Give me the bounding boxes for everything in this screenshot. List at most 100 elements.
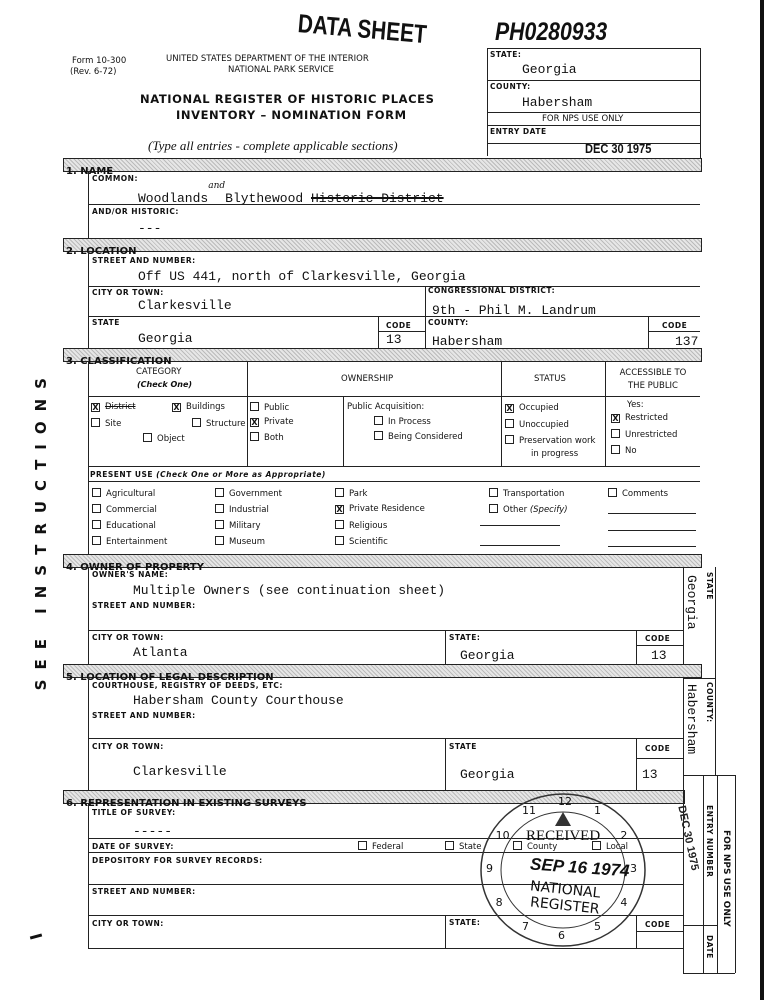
- state-code-value: 13: [386, 332, 402, 347]
- checkbox-park[interactable]: Park: [335, 488, 367, 499]
- checkbox-box[interactable]: [489, 488, 498, 497]
- checkbox-box[interactable]: [505, 419, 514, 428]
- checkbox-unoccupied[interactable]: Unoccupied: [505, 419, 569, 430]
- see-instructions: SEE INSTRUCTIONS: [32, 368, 50, 691]
- checkbox-box[interactable]: X: [611, 414, 620, 423]
- present-use-label: PRESENT USE (Check One or More as Approp…: [90, 470, 326, 479]
- owner-code-label: CODE: [645, 634, 671, 643]
- checkbox-other[interactable]: Other (Specify): [489, 504, 568, 515]
- form-revision: (Rev. 6-72): [70, 67, 117, 77]
- checkbox-box[interactable]: [335, 520, 344, 529]
- checkbox-box[interactable]: [250, 432, 259, 441]
- legal-city-label: CITY OR TOWN:: [92, 742, 164, 751]
- checkbox-box[interactable]: [143, 433, 152, 442]
- reference-number: PH0280933: [495, 18, 608, 46]
- checkbox-district[interactable]: X District: [91, 402, 136, 412]
- legal-state-label: STATE: [449, 742, 477, 751]
- checkbox-box[interactable]: [513, 841, 522, 850]
- checkbox-preservation-work[interactable]: Preservation work: [505, 435, 595, 446]
- dial-number: 11: [522, 803, 536, 817]
- checkbox-box[interactable]: [192, 418, 201, 427]
- checkbox-entertainment[interactable]: Entertainment: [92, 536, 167, 547]
- survey-date-label: DATE OF SURVEY:: [92, 842, 174, 851]
- checkbox-industrial[interactable]: Industrial: [215, 504, 269, 515]
- county-value: Habersham: [432, 334, 503, 349]
- common-label: COMMON:: [92, 174, 138, 183]
- checkbox-structure[interactable]: Structure: [192, 418, 246, 429]
- checkbox-federal[interactable]: Federal: [358, 841, 403, 852]
- county-code-label: CODE: [662, 321, 688, 330]
- checkbox-box[interactable]: [92, 488, 101, 497]
- checkbox-box[interactable]: [358, 841, 367, 850]
- checkbox-comments[interactable]: Comments: [608, 488, 668, 499]
- checkbox-box[interactable]: [489, 504, 498, 513]
- depository-label: DEPOSITORY FOR SURVEY RECORDS:: [92, 856, 263, 865]
- checkbox-box[interactable]: [91, 418, 100, 427]
- checkbox-educational[interactable]: Educational: [92, 520, 156, 531]
- checkbox-box[interactable]: [611, 445, 620, 454]
- checkbox-state[interactable]: State: [445, 841, 482, 852]
- checkbox-box[interactable]: [92, 504, 101, 513]
- checkbox-box[interactable]: [215, 488, 224, 497]
- checkbox-scientific[interactable]: Scientific: [335, 536, 388, 547]
- checkbox-box[interactable]: [335, 488, 344, 497]
- checkbox-box[interactable]: [250, 402, 259, 411]
- checkbox-box[interactable]: X: [250, 418, 259, 427]
- checkbox-box[interactable]: [215, 504, 224, 513]
- checkbox-private-residence[interactable]: X Private Residence: [335, 504, 425, 514]
- checkbox-no[interactable]: No: [611, 445, 637, 456]
- checkbox-box[interactable]: [592, 841, 601, 850]
- entry-date-label: ENTRY DATE: [490, 127, 547, 136]
- checkbox-government[interactable]: Government: [215, 488, 282, 499]
- checkbox-box[interactable]: X: [335, 505, 344, 514]
- checkbox-local[interactable]: Local: [592, 841, 628, 852]
- checkbox-site[interactable]: Site: [91, 418, 121, 429]
- section-1-header: 1. NAME: [63, 158, 702, 177]
- owner-state-label: STATE:: [449, 633, 481, 642]
- ownership-header: OWNERSHIP: [341, 374, 394, 384]
- checkbox-box[interactable]: [608, 488, 617, 497]
- checkbox-box[interactable]: [374, 431, 383, 440]
- checkbox-military[interactable]: Military: [215, 520, 261, 531]
- checkbox-restricted[interactable]: X Restricted: [611, 413, 669, 423]
- checkbox-unrestricted[interactable]: Unrestricted: [611, 429, 677, 440]
- checkbox-box[interactable]: [92, 536, 101, 545]
- checkbox-in-process[interactable]: In Process: [374, 416, 431, 427]
- checkbox-box[interactable]: [335, 536, 344, 545]
- checkbox-county[interactable]: County: [513, 841, 557, 852]
- dial-number: 5: [594, 920, 601, 934]
- checkbox-object[interactable]: Object: [143, 433, 185, 444]
- checkbox-box[interactable]: [505, 435, 514, 444]
- instructions: (Type all entries - complete applicable …: [148, 138, 398, 153]
- checkbox-private[interactable]: X Private: [250, 417, 294, 427]
- checkbox-occupied[interactable]: X Occupied: [505, 403, 559, 413]
- checkbox-box[interactable]: [374, 416, 383, 425]
- side-entry-number: ENTRY NUMBER: [705, 805, 714, 878]
- checkbox-both[interactable]: Both: [250, 432, 284, 443]
- checkbox-museum[interactable]: Museum: [215, 536, 265, 547]
- dial-number: 7: [522, 920, 529, 934]
- checkbox-box[interactable]: X: [505, 404, 514, 413]
- checkbox-box[interactable]: [215, 520, 224, 529]
- dial-number: 8: [495, 895, 503, 909]
- checkbox-box[interactable]: [215, 536, 224, 545]
- checkbox-religious[interactable]: Religious: [335, 520, 387, 531]
- checkbox-box[interactable]: X: [91, 403, 100, 412]
- checkbox-transportation[interactable]: Transportation: [489, 488, 564, 499]
- owner-code-value: 13: [651, 648, 667, 663]
- city-label: CITY OR TOWN:: [92, 288, 164, 297]
- checkbox-commercial[interactable]: Commercial: [92, 504, 157, 515]
- side-state-value: Georgia: [684, 575, 699, 630]
- checkbox-buildings[interactable]: X Buildings: [172, 402, 225, 412]
- county-code-value: 137: [675, 334, 699, 349]
- county-label: COUNTY:: [428, 318, 469, 327]
- checkbox-box[interactable]: X: [172, 403, 181, 412]
- checkbox-public[interactable]: Public: [250, 402, 289, 413]
- checkbox-box[interactable]: [611, 429, 620, 438]
- checkbox-being-considered[interactable]: Being Considered: [374, 431, 463, 442]
- checkbox-agricultural[interactable]: Agricultural: [92, 488, 155, 499]
- checkbox-box[interactable]: [92, 520, 101, 529]
- historic-name: ---: [138, 221, 162, 236]
- checkbox-box[interactable]: [445, 841, 454, 850]
- legal-code-label: CODE: [645, 744, 671, 753]
